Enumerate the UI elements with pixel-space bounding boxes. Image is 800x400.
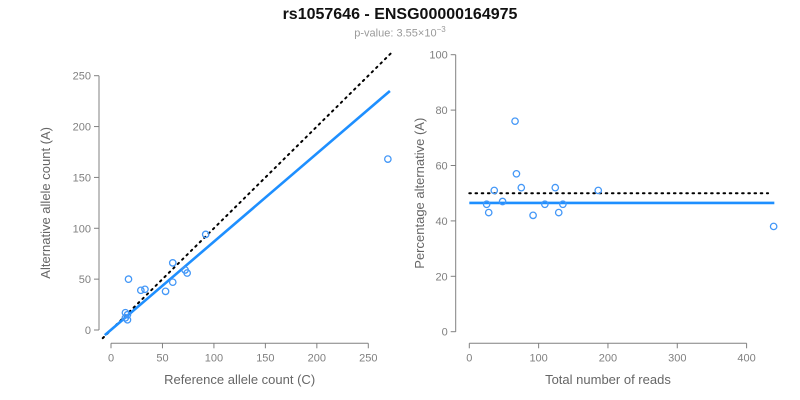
data-point: [517, 183, 526, 192]
data-point: [484, 208, 493, 217]
pvalue-times-base: ×10: [417, 27, 437, 40]
data-point: [161, 287, 170, 296]
figure-title: rs1057646 - ENSG00000164975: [282, 6, 518, 23]
x-tick-label: 200: [599, 352, 617, 364]
x-tick-label: 0: [108, 352, 114, 364]
x-tick-label: 150: [256, 352, 274, 364]
y-tick-label: 0: [85, 325, 91, 337]
y-tick-label: 250: [73, 71, 91, 83]
pvalue-label: p-value:: [354, 27, 394, 40]
identity-line: [101, 52, 392, 340]
right-scatter-plot: 0 20 40 60 80 100 0 100 200 300 400 Total number of…: [412, 50, 778, 387]
data-point: [512, 169, 521, 178]
data-point: [529, 211, 537, 220]
data-point: [124, 275, 133, 283]
figure-subtitle: p-value: 3.55×10−3: [0, 25, 800, 40]
data-point: [384, 155, 392, 163]
x-tick-label: 50: [156, 352, 168, 364]
data-point: [559, 200, 567, 209]
y-tick-label: 60: [435, 161, 447, 173]
data-point: [141, 285, 149, 294]
x-tick-label: 200: [308, 352, 326, 364]
data-point: [123, 315, 132, 324]
data-point: [201, 230, 210, 239]
pvalue-mantissa: 3.55: [396, 27, 418, 40]
data-point: [183, 269, 192, 277]
data-point: [554, 208, 563, 217]
data-point: [594, 186, 603, 195]
x-tick-label: 300: [668, 352, 686, 364]
data-point: [121, 308, 130, 317]
y-tick-label: 150: [73, 172, 91, 184]
pvalue-exponent: −3: [436, 25, 446, 34]
y-axis-title: Percentage alternative (A): [412, 118, 427, 269]
y-tick-label: 80: [435, 105, 447, 117]
x-axis-title: Total number of reads: [545, 372, 671, 387]
regression-line: [103, 89, 391, 337]
x-tick-label: 0: [466, 352, 472, 364]
x-tick-label: 100: [205, 352, 223, 364]
x-tick-label: 100: [529, 352, 547, 364]
y-tick-label: 200: [73, 122, 91, 134]
data-point: [498, 197, 507, 206]
data-point: [769, 222, 778, 231]
data-point: [168, 278, 177, 287]
y-tick-label: 20: [435, 271, 447, 283]
data-point: [136, 286, 145, 295]
x-tick-label: 400: [737, 352, 755, 364]
x-axis-title: Reference allele count (C): [164, 372, 315, 387]
y-tick-label: 50: [79, 274, 91, 286]
y-tick-label: 0: [442, 327, 448, 339]
y-tick-label: 100: [429, 50, 447, 62]
data-point: [490, 186, 499, 195]
data-point: [551, 183, 560, 192]
y-tick-label: 40: [435, 216, 447, 228]
data-point: [482, 200, 491, 209]
data-point: [121, 313, 130, 322]
data-point: [511, 117, 519, 126]
y-tick-label: 100: [73, 223, 91, 235]
x-tick-label: 250: [359, 352, 377, 364]
y-axis-title: Alternative allele count (A): [38, 127, 53, 279]
data-point: [168, 259, 177, 267]
data-point: [541, 200, 549, 209]
left-scatter-plot: 0 50 100 150 200 250 0 50 100 150 200 250 Reference …: [38, 52, 392, 387]
